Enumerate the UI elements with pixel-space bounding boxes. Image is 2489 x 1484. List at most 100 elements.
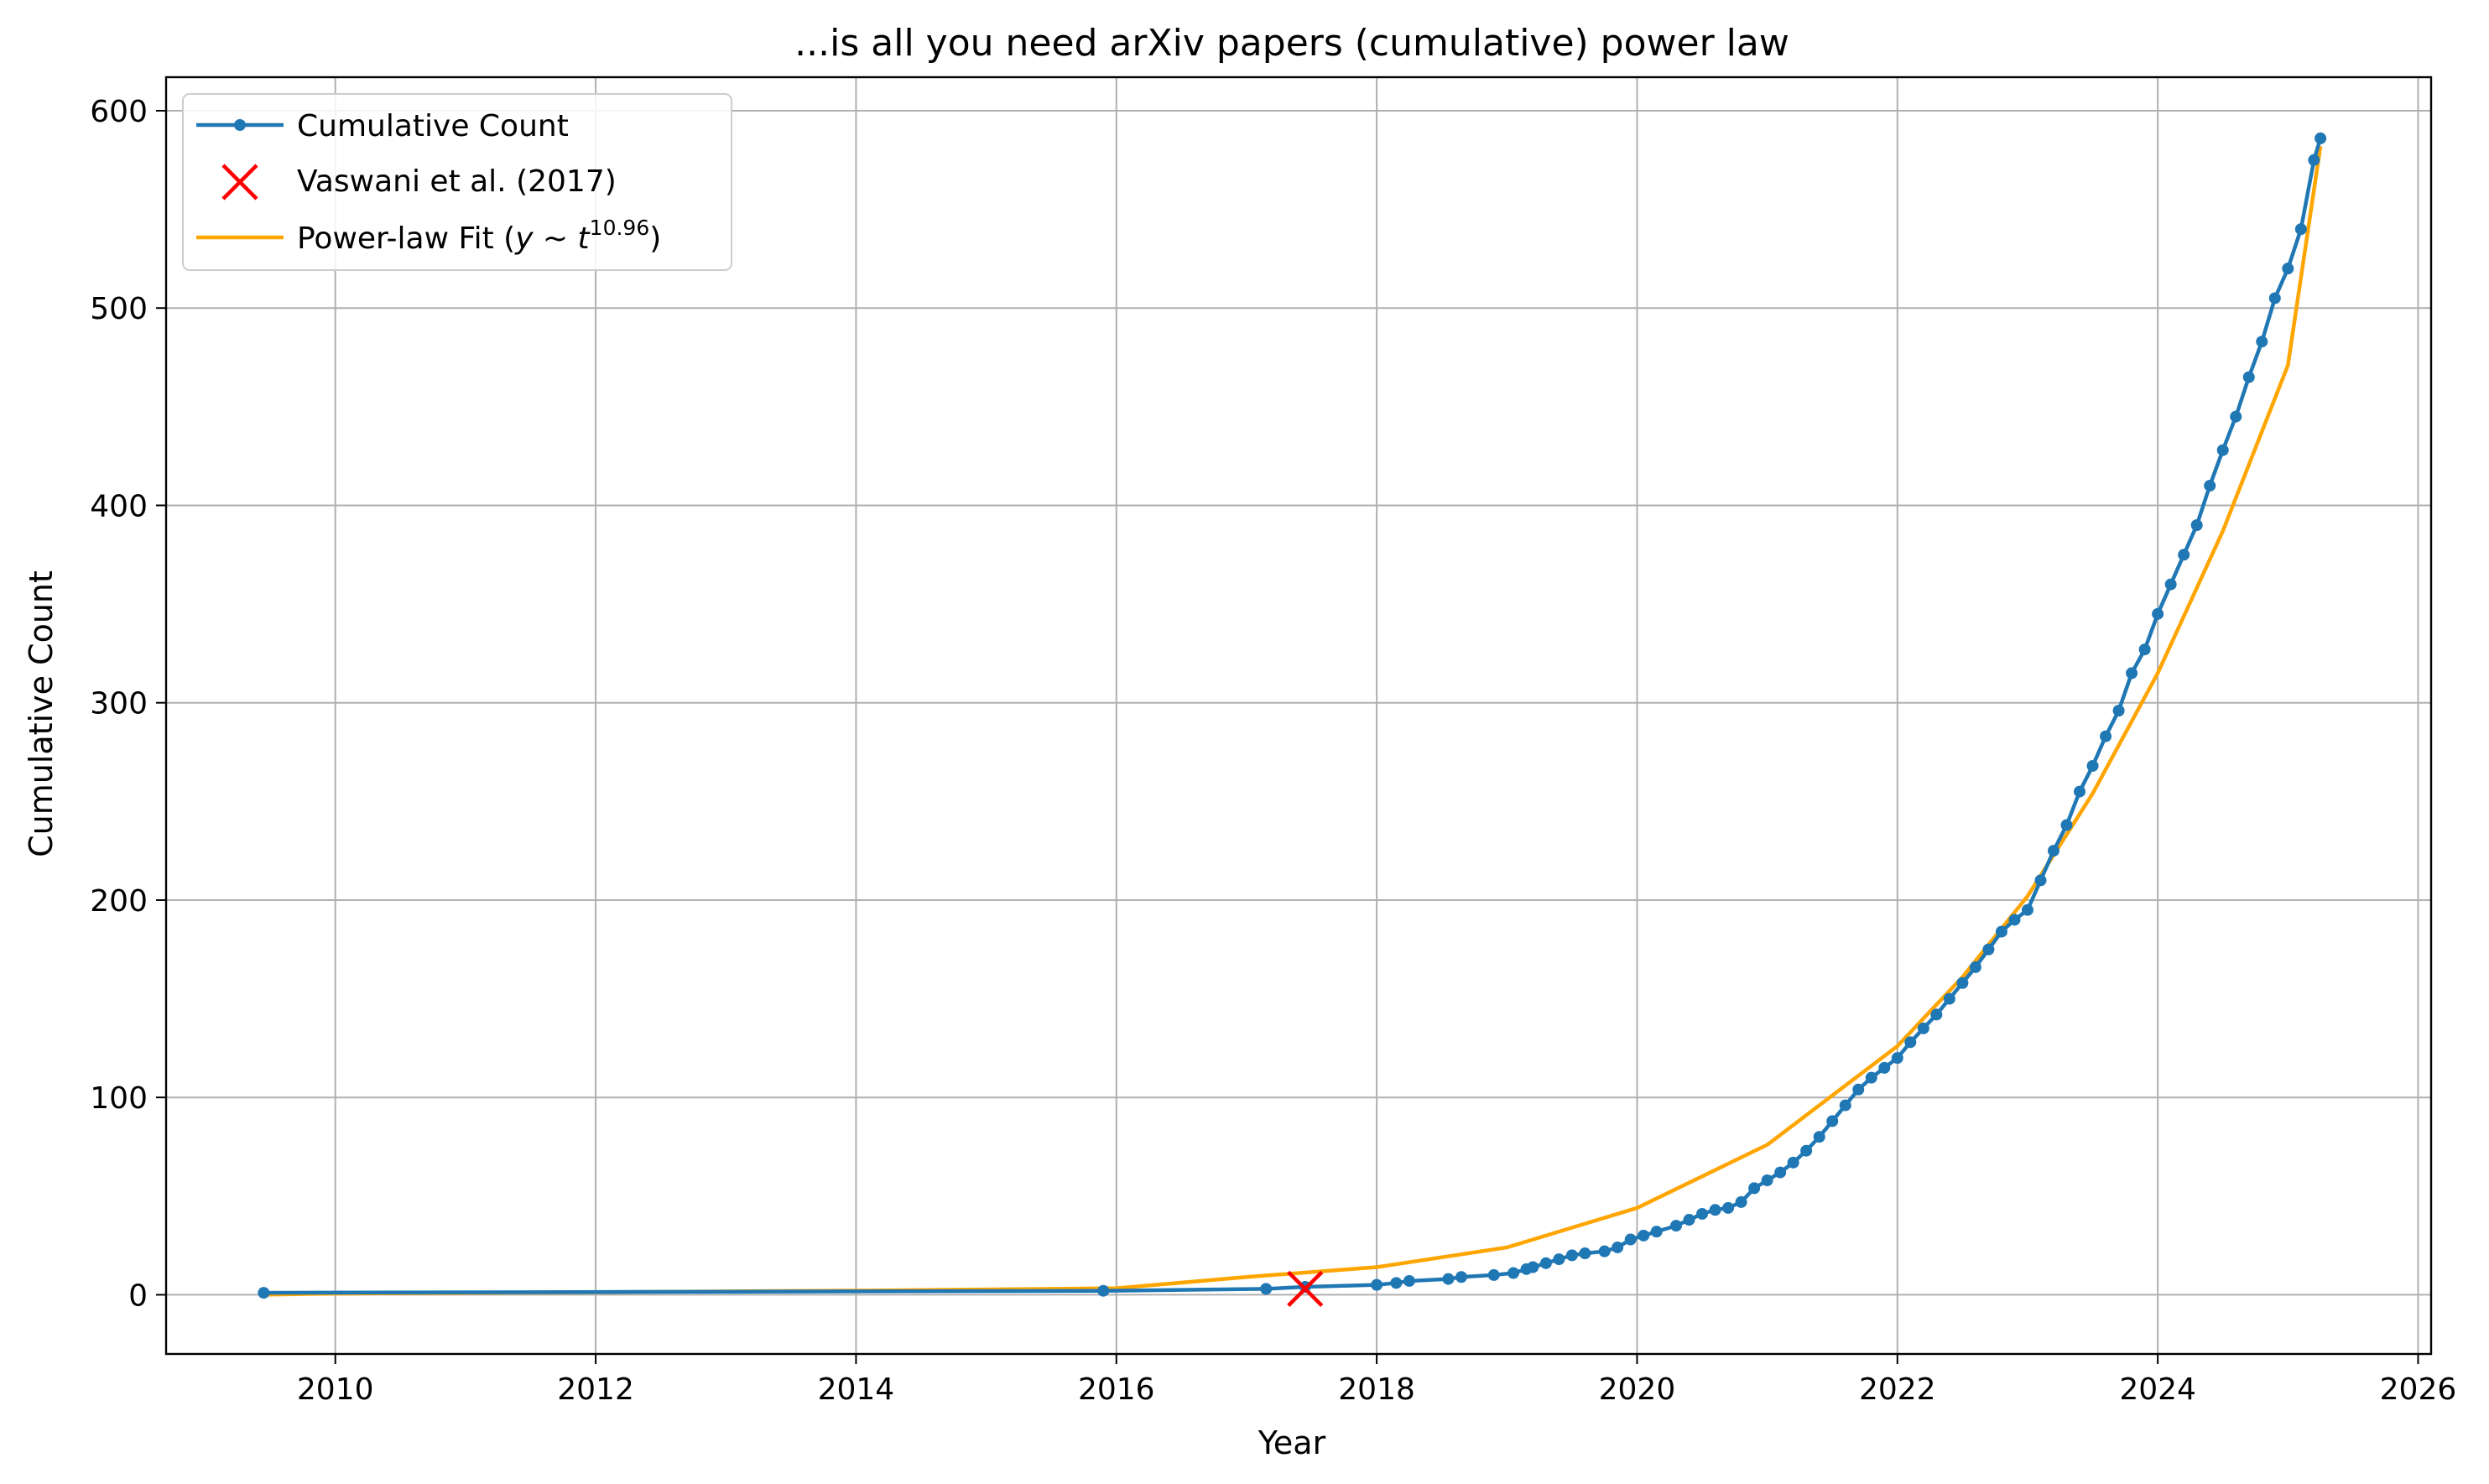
data-point: [1624, 1233, 1637, 1246]
data-point: [1735, 1195, 1747, 1208]
data-point: [2074, 785, 2086, 798]
x-tick-label: 2012: [557, 1372, 634, 1407]
y-axis-label: Cumulative Count: [23, 570, 60, 857]
x-axis-label: Year: [1258, 1424, 1326, 1461]
data-point: [2008, 914, 2021, 926]
data-point: [2048, 845, 2059, 857]
data-point: [1904, 1036, 1917, 1049]
data-point: [1943, 992, 1955, 1005]
data-point: [1696, 1207, 1709, 1220]
data-point: [2282, 263, 2294, 275]
data-point: [1371, 1278, 1383, 1291]
data-point: [2060, 819, 2073, 831]
plot-frame: [164, 76, 2433, 1356]
x-tick-label: 2010: [297, 1372, 374, 1407]
data-point: [1260, 1283, 1273, 1295]
data-point: [1852, 1083, 1865, 1096]
data-point: [1982, 943, 1995, 955]
data-point: [2112, 705, 2125, 717]
data-point: [258, 1287, 270, 1299]
data-point: [1839, 1099, 1851, 1112]
x-tick-label: 2018: [1338, 1372, 1415, 1407]
x-tick-label: 2016: [1078, 1372, 1155, 1407]
data-point: [1709, 1204, 1721, 1216]
legend: Cumulative Count Vaswani et al. (2017) P…: [182, 93, 732, 271]
legend-label-cumulative: Cumulative Count: [297, 109, 569, 143]
data-point: [1969, 961, 1981, 973]
data-point: [1891, 1052, 1903, 1065]
data-point: [2178, 549, 2190, 561]
vaswani-marker-stroke: [1287, 1270, 1324, 1307]
x-tick-label: 2020: [1599, 1372, 1676, 1407]
marker-layer: [1287, 1270, 1324, 1307]
y-tick-label: 300: [90, 687, 148, 721]
data-point: [1878, 1061, 1891, 1074]
data-point: [1865, 1071, 1877, 1084]
data-point: [2126, 667, 2138, 680]
data-point: [1787, 1156, 1799, 1169]
data-point: [1390, 1277, 1403, 1289]
y-tick-label: 600: [90, 95, 148, 129]
chart-title: ...is all you need arXiv papers (cumulat…: [794, 22, 1789, 65]
data-point: [1748, 1182, 1761, 1195]
ticks-layer: 2010 2012 2014 2016 2018 2020 2022 2024 2026 0 100…: [90, 95, 2456, 1407]
data-point: [1598, 1245, 1611, 1257]
legend-marker-swatch: [234, 119, 246, 131]
data-point: [2204, 479, 2216, 492]
data-point: [2268, 292, 2281, 305]
legend-x-marker-swatch: [221, 164, 258, 200]
data-point: [1507, 1267, 1520, 1279]
data-point: [2086, 759, 2099, 772]
data-point: [1403, 1274, 1415, 1287]
data-point: [1826, 1115, 1839, 1127]
data-point: [1442, 1273, 1455, 1285]
data-point: [1995, 925, 2007, 938]
data-point: [1650, 1226, 1663, 1238]
data-point: [1527, 1261, 1539, 1273]
series-layer: [258, 132, 2327, 1299]
data-point: [1539, 1257, 1552, 1269]
data-point: [2256, 336, 2268, 348]
data-point: [1800, 1144, 1813, 1157]
data-point: [1455, 1271, 1467, 1284]
vaswani-marker: [1287, 1270, 1324, 1307]
data-point: [1553, 1253, 1565, 1266]
data-point: [1579, 1247, 1591, 1260]
x-tick-label: 2026: [2380, 1372, 2457, 1407]
legend-box: [182, 93, 732, 271]
data-point: [2315, 132, 2327, 144]
data-point: [2164, 578, 2177, 591]
x-tick-label: 2024: [2119, 1372, 2196, 1407]
y-tick-label: 0: [128, 1278, 148, 1313]
data-point: [1774, 1166, 1787, 1179]
data-point: [1956, 976, 1969, 989]
y-tick-label: 400: [90, 489, 148, 523]
data-point: [1813, 1131, 1825, 1143]
data-point: [2242, 371, 2255, 383]
data-point: [2021, 903, 2033, 916]
data-point: [2294, 223, 2307, 236]
data-point: [2230, 410, 2242, 423]
data-point: [2216, 444, 2229, 456]
data-point: [2152, 607, 2164, 620]
data-point: [2100, 730, 2112, 742]
data-point: [2190, 518, 2203, 531]
data-point: [1670, 1220, 1682, 1232]
y-tick-label: 500: [90, 292, 148, 326]
data-point: [1683, 1214, 1695, 1226]
legend-label-vaswani: Vaswani et al. (2017): [297, 164, 617, 199]
data-point: [1487, 1268, 1500, 1281]
y-tick-label: 100: [90, 1081, 148, 1116]
x-tick-label: 2014: [818, 1372, 895, 1407]
data-point: [2308, 154, 2320, 166]
legend-label-fit: Power-law Fit (y ~ t10.96): [297, 216, 661, 256]
data-point: [1097, 1284, 1110, 1297]
data-point: [1917, 1022, 1929, 1034]
y-tick-label: 200: [90, 884, 148, 919]
x-tick-label: 2022: [1859, 1372, 1936, 1407]
data-point: [1612, 1241, 1624, 1253]
data-point: [1930, 1008, 1943, 1021]
data-point: [2034, 874, 2047, 887]
data-point: [1638, 1229, 1650, 1242]
